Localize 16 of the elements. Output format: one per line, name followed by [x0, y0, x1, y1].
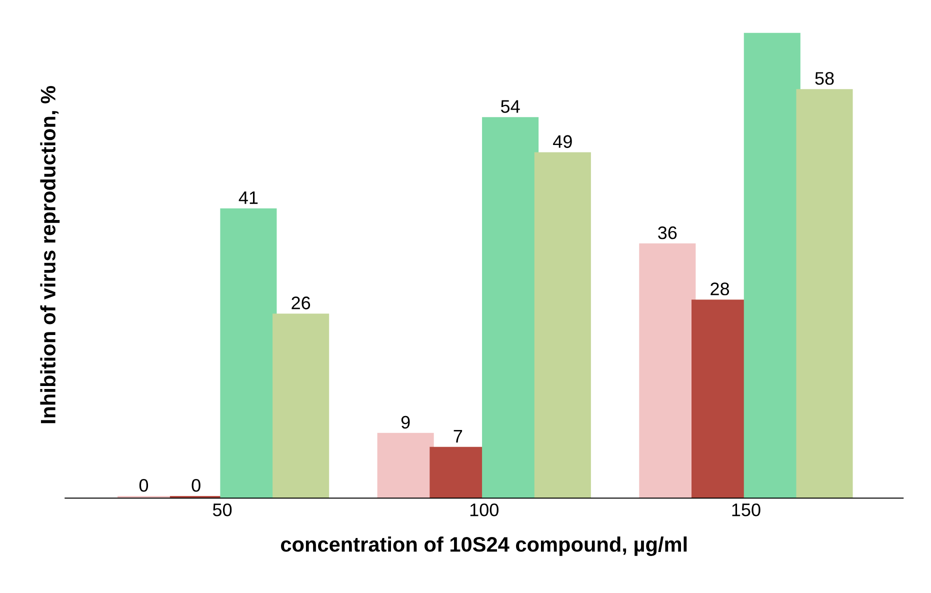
x-tick-label: 50: [212, 503, 232, 516]
data-label: 0: [139, 478, 148, 492]
data-label: 0: [192, 478, 200, 492]
x-tick-label: 150: [732, 503, 760, 516]
data-label: 58: [815, 72, 834, 85]
data-label: 28: [710, 282, 730, 296]
data-label: 26: [292, 296, 310, 310]
x-axis-title: concentration of 10S24 compound, µg/ml: [281, 536, 687, 556]
data-label: 36: [658, 226, 677, 240]
data-label: 9: [401, 416, 410, 429]
data-label: 49: [553, 135, 572, 148]
data-label: 7: [454, 430, 462, 442]
data-label: 54: [500, 100, 520, 113]
data-label: 41: [238, 191, 258, 204]
y-axis-title: Inhibition of virus reproduction, %: [40, 86, 60, 424]
x-tick-label: 100: [470, 503, 498, 516]
